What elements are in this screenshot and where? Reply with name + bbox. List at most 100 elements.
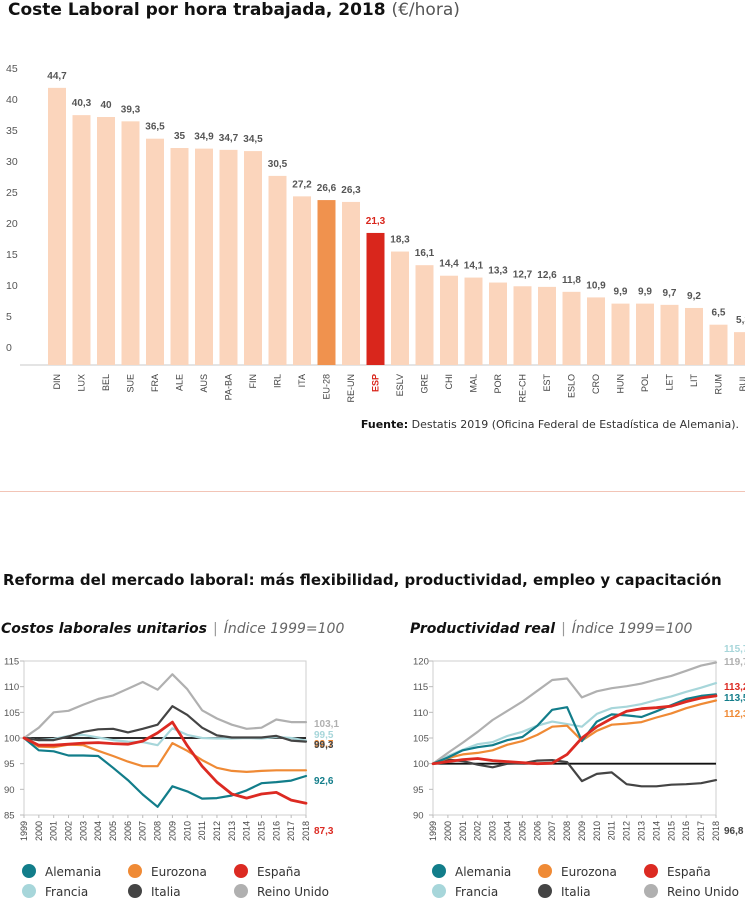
- x-tick-label: 2005: [108, 821, 118, 841]
- data-label: 18,3: [390, 235, 410, 246]
- series-line-alemania: [431, 693, 718, 765]
- y-tick-label: 25: [6, 187, 18, 199]
- end-label-espana: 113,2: [724, 682, 745, 693]
- series-line-reino-unido: [22, 673, 308, 740]
- legend-swatch: [644, 884, 658, 898]
- end-label-espana: 87,3: [314, 826, 334, 837]
- x-tick-label: LUX: [77, 374, 87, 392]
- data-label: 21,3: [366, 216, 386, 227]
- bar-gre: [415, 265, 434, 365]
- bar-est: [538, 286, 556, 365]
- x-tick-label: BUL: [738, 374, 745, 392]
- x-tick-label: 2005: [517, 821, 527, 841]
- legend-swatch: [538, 864, 552, 878]
- x-tick-label: 2018: [711, 821, 721, 841]
- x-tick-label: RUM: [714, 374, 724, 395]
- right-panel-subtitle: Índice 1999=100: [571, 621, 693, 637]
- legend-swatch: [22, 884, 36, 898]
- bar-ita: [293, 196, 311, 365]
- x-tick-label: HUN: [616, 374, 626, 394]
- source-text: Destatis 2019 (Oficina Federal de Estadí…: [411, 418, 739, 431]
- y-tick-label: 110: [413, 708, 428, 719]
- x-tick-label: LIT: [689, 374, 699, 388]
- right-panel-separator: |: [561, 621, 566, 637]
- bar-eu-28: [317, 200, 336, 365]
- bar-mal: [464, 277, 483, 365]
- x-tick-label: RE-UN: [346, 374, 356, 403]
- x-tick-label: 2004: [502, 821, 512, 841]
- end-label-eurozona: 112,3: [724, 709, 745, 720]
- bar-eslv: [391, 251, 409, 365]
- x-tick-label: 2011: [607, 821, 617, 840]
- end-label-reino-unido: 119,7: [724, 657, 745, 668]
- series-line-espana: [22, 720, 308, 805]
- data-label: 13,3: [488, 266, 508, 277]
- legend-item-alemania: Alemania: [22, 864, 101, 879]
- series-line-alemania: [22, 736, 308, 808]
- legend-label: Alemania: [45, 865, 102, 879]
- y-tick-label: 110: [4, 682, 19, 693]
- bar-aus: [195, 148, 213, 365]
- legend-label: Italia: [561, 885, 591, 899]
- x-tick-label: EU-28: [322, 374, 332, 400]
- bar-sue: [121, 121, 140, 365]
- x-tick-label: PA-BA: [224, 374, 234, 400]
- x-tick-label: 2016: [681, 821, 691, 841]
- series-line-italia: [431, 758, 718, 788]
- x-tick-label: 2014: [651, 821, 661, 841]
- end-label-italia: 99,3: [314, 740, 334, 751]
- bar-pol: [636, 303, 654, 365]
- x-tick-label: 2008: [153, 821, 163, 841]
- x-tick-label: 2001: [458, 821, 468, 841]
- x-tick-label: 2001: [49, 821, 59, 841]
- left-panel-separator: |: [213, 621, 218, 637]
- y-tick-label: 85: [4, 811, 15, 822]
- data-label: 9,9: [638, 287, 652, 298]
- x-tick-label: AUS: [199, 374, 209, 393]
- y-tick-label: 20: [6, 218, 18, 230]
- data-label: 36,5: [145, 122, 165, 133]
- end-label-francia: 115,7: [724, 644, 745, 655]
- legend-label: Alemania: [455, 865, 512, 879]
- x-tick-label: 2013: [637, 821, 647, 841]
- series-line-francia: [22, 727, 308, 747]
- y-tick-label: 30: [6, 156, 18, 168]
- legend-label: Italia: [151, 885, 181, 899]
- x-tick-label: 2007: [138, 821, 148, 841]
- legend-swatch: [22, 864, 36, 878]
- data-label: 10,9: [586, 280, 606, 291]
- y-tick-label: 105: [4, 708, 20, 719]
- x-tick-label: 2010: [592, 821, 602, 841]
- legend-item-espana: España: [644, 864, 711, 879]
- data-label: 9,2: [687, 291, 701, 302]
- x-tick-label: GRE: [420, 374, 430, 394]
- data-label: 40: [100, 100, 112, 111]
- left-panel-subtitle: Índice 1999=100: [223, 621, 345, 637]
- y-tick-label: 35: [6, 125, 18, 137]
- data-label: 40,3: [72, 98, 92, 109]
- data-label: 12,6: [537, 270, 557, 281]
- x-tick-label: FRA: [150, 374, 160, 392]
- x-tick-label: ESLO: [567, 374, 577, 398]
- x-tick-label: 2014: [242, 821, 252, 841]
- data-label: 6,5: [712, 308, 726, 319]
- legend-item-francia: Francia: [432, 884, 498, 899]
- x-tick-label: 2007: [547, 821, 557, 841]
- series-line-eurozona: [431, 699, 718, 765]
- x-tick-label: FIN: [248, 374, 258, 389]
- section-divider: [0, 491, 745, 492]
- bar-re-un: [342, 201, 360, 365]
- data-label: 5,3: [736, 315, 745, 326]
- end-label-italia: 96,8: [724, 826, 744, 837]
- y-tick-label: 95: [4, 759, 15, 770]
- x-tick-label: ESP: [371, 374, 381, 392]
- x-tick-label: EST: [542, 374, 552, 392]
- x-tick-label: 2012: [212, 821, 222, 841]
- legend-item-italia: Italia: [538, 884, 591, 899]
- x-tick-label: LET: [665, 374, 675, 391]
- x-tick-label: POR: [493, 374, 503, 394]
- y-tick-label: 115: [4, 657, 19, 668]
- data-label: 9,9: [614, 287, 628, 298]
- legend-swatch: [644, 864, 658, 878]
- x-tick-label: 2018: [301, 821, 311, 841]
